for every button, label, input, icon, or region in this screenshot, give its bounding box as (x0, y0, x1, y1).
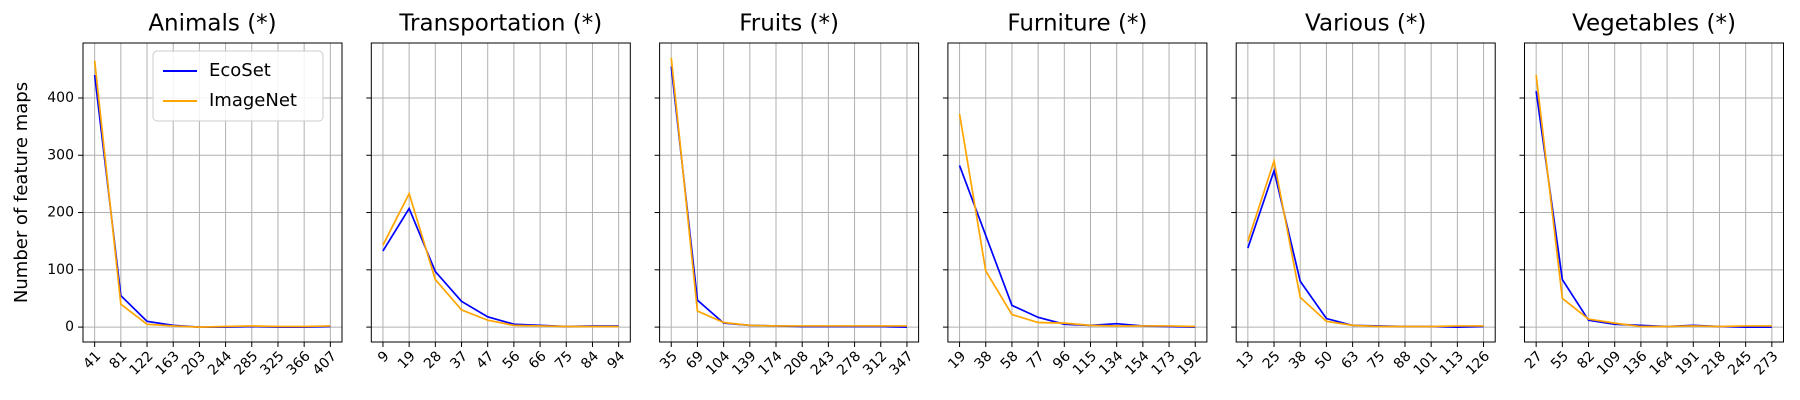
x-tick-label: 243 (808, 348, 838, 378)
line-series (958, 113, 1196, 328)
x-tick-label: 63 (1338, 348, 1362, 372)
axes-frame (947, 42, 1208, 343)
x-tick-label: 325 (257, 348, 287, 378)
subplot-title: Various (*) (1305, 11, 1426, 37)
subplot-title: Fruits (*) (739, 11, 839, 37)
x-tick-label: 208 (782, 348, 812, 378)
axes-frame (370, 42, 631, 343)
subplot-title: Animals (*) (148, 11, 276, 37)
x-tick-label: 104 (703, 348, 733, 378)
x-tick-label: 47 (473, 348, 497, 372)
line-series (382, 191, 619, 328)
legend-label: ImageNet (209, 90, 297, 111)
x-tick-label: 347 (886, 348, 916, 378)
x-tick-label: 19 (945, 348, 969, 372)
y-axis-label: Number of feature maps (11, 82, 32, 303)
x-tick-label: 164 (1647, 348, 1677, 378)
subplot-title: Vegetables (*) (1572, 11, 1736, 37)
x-tick-label: 244 (205, 348, 235, 378)
x-tick-label: 109 (1594, 348, 1624, 378)
x-tick-label: 25 (1260, 348, 1284, 372)
x-tick-label: 19 (395, 348, 419, 372)
x-tick-label: 101 (1411, 348, 1441, 378)
x-tick-label: 139 (729, 348, 759, 378)
x-tick-label: 407 (310, 348, 340, 378)
x-tick-label: 28 (421, 348, 445, 372)
x-tick-label: 27 (1522, 348, 1546, 372)
y-tick-label: 400 (47, 90, 74, 106)
line-series (93, 60, 331, 328)
x-tick-label: 278 (834, 348, 864, 378)
y-tick-label: 300 (47, 147, 74, 163)
x-tick-label: 113 (1437, 348, 1467, 378)
x-tick-label: 37 (447, 348, 471, 372)
x-tick-label: 134 (1096, 348, 1126, 378)
axes-frame (659, 42, 920, 343)
x-tick-label: 203 (179, 348, 209, 378)
legend-label: EcoSet (209, 60, 271, 81)
line-series (670, 57, 907, 327)
x-tick-label: 174 (755, 348, 785, 378)
x-tick-label: 58 (998, 348, 1022, 372)
x-tick-label: 50 (1312, 348, 1336, 372)
x-tick-label: 312 (860, 348, 890, 378)
x-tick-label: 55 (1548, 348, 1572, 372)
axes-frame (82, 42, 343, 343)
x-tick-label: 136 (1620, 348, 1650, 378)
axes-frame (1235, 42, 1496, 343)
x-tick-label: 366 (284, 348, 314, 378)
x-tick-label: 77 (1024, 348, 1048, 372)
y-tick-label: 100 (47, 262, 74, 278)
x-tick-label: 66 (526, 348, 550, 372)
y-tick-label: 0 (65, 319, 74, 335)
line-series (1535, 90, 1772, 328)
x-tick-label: 75 (552, 348, 576, 372)
x-tick-label: 245 (1725, 348, 1755, 378)
x-tick-label: 84 (578, 348, 602, 372)
x-tick-label: 38 (971, 348, 995, 372)
x-tick-label: 94 (604, 348, 628, 372)
line-series (1247, 157, 1484, 328)
x-tick-label: 163 (153, 348, 183, 378)
x-tick-label: 115 (1070, 348, 1100, 378)
x-tick-label: 273 (1751, 348, 1781, 378)
x-tick-label: 13 (1234, 348, 1258, 372)
x-tick-label: 38 (1286, 348, 1310, 372)
line-series (1247, 167, 1484, 328)
line-series (1535, 74, 1772, 328)
x-tick-label: 126 (1463, 348, 1493, 378)
subplot-title: Transportation (*) (398, 11, 602, 37)
x-tick-label: 35 (657, 348, 681, 372)
x-tick-label: 9 (375, 348, 393, 366)
x-tick-label: 154 (1122, 348, 1152, 378)
line-series (670, 66, 907, 328)
line-series (958, 165, 1196, 328)
x-tick-label: 56 (500, 348, 524, 372)
x-tick-label: 41 (80, 348, 104, 372)
axes-frame (1524, 42, 1784, 343)
legend-box (152, 50, 324, 122)
subplot-title: Furniture (*) (1007, 11, 1147, 37)
x-tick-label: 218 (1699, 348, 1729, 378)
x-tick-label: 173 (1148, 348, 1178, 378)
x-tick-label: 285 (231, 348, 261, 378)
x-tick-label: 191 (1673, 348, 1703, 378)
y-tick-label: 200 (47, 205, 74, 221)
x-tick-label: 192 (1175, 348, 1205, 378)
x-tick-label: 122 (126, 348, 156, 378)
x-tick-label: 75 (1365, 348, 1389, 372)
